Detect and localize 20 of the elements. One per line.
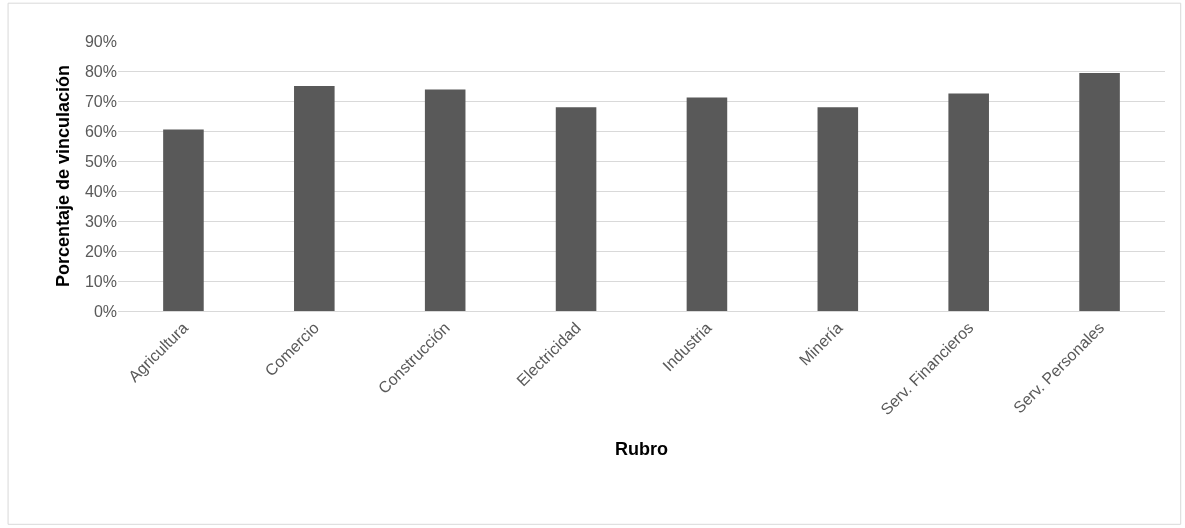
bar <box>686 97 728 311</box>
y-tick-label: 10% <box>84 272 117 290</box>
bar <box>817 107 859 311</box>
y-tick-label: 60% <box>84 122 117 140</box>
y-tick-label: 30% <box>84 212 117 230</box>
x-axis-title: Rubro <box>615 439 668 460</box>
bar <box>163 129 204 311</box>
y-axis-title: Porcentaje de vinculación <box>53 64 74 288</box>
bar <box>555 107 597 311</box>
y-tick-label: 0% <box>93 302 117 320</box>
y-tick-label: 50% <box>84 152 117 170</box>
y-tick-label: 20% <box>84 242 117 260</box>
y-tick-label: 90% <box>84 32 117 50</box>
bar <box>948 93 989 311</box>
bar <box>1079 73 1120 311</box>
y-tick-label: 80% <box>84 62 117 80</box>
bar <box>294 86 335 311</box>
bar <box>424 89 466 311</box>
y-tick-label: 70% <box>84 92 117 110</box>
y-tick-label: 40% <box>84 182 117 200</box>
